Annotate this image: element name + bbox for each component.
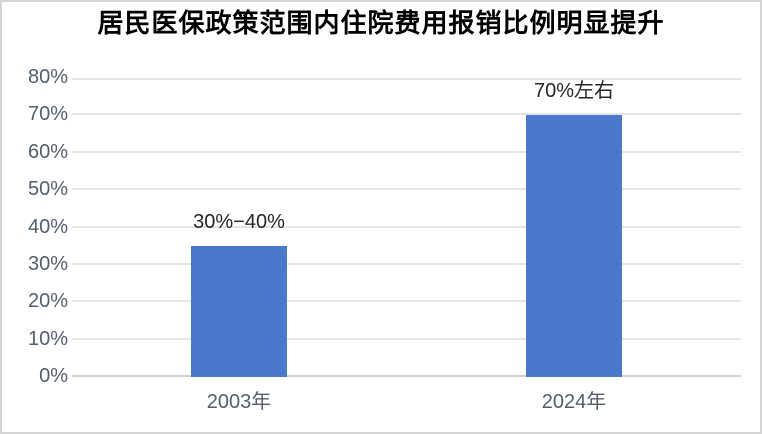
y-axis-tick-label: 10% xyxy=(27,328,68,350)
gridline xyxy=(72,188,741,190)
gridline xyxy=(72,113,741,115)
x-axis-line xyxy=(72,375,741,377)
chart-title: 居民医保政策范围内住院费用报销比例明显提升 xyxy=(97,8,665,38)
gridline xyxy=(72,151,741,153)
y-axis-tick-label: 20% xyxy=(27,290,68,312)
gridline xyxy=(72,78,741,80)
gridline xyxy=(72,263,741,265)
x-axis-category-label: 2003年 xyxy=(206,391,272,413)
plot-area xyxy=(72,78,741,377)
y-axis-tick-label: 80% xyxy=(27,66,68,88)
y-axis-tick-label: 40% xyxy=(27,216,68,238)
gridline xyxy=(72,226,741,228)
y-axis-tick-label: 0% xyxy=(39,365,68,387)
bar-category-2 xyxy=(526,115,622,377)
gridline xyxy=(72,338,741,340)
bar-data-label: 30%−40% xyxy=(193,211,285,233)
gridline xyxy=(72,300,741,302)
bar-category-1 xyxy=(191,246,287,377)
y-axis-tick-label: 50% xyxy=(27,178,68,200)
bar-data-label: 70%左右 xyxy=(533,80,615,102)
x-axis-category-label: 2024年 xyxy=(541,391,607,413)
y-axis-tick-label: 70% xyxy=(27,103,68,125)
y-axis-tick-label: 30% xyxy=(27,253,68,275)
y-axis-tick-label: 60% xyxy=(27,141,68,163)
